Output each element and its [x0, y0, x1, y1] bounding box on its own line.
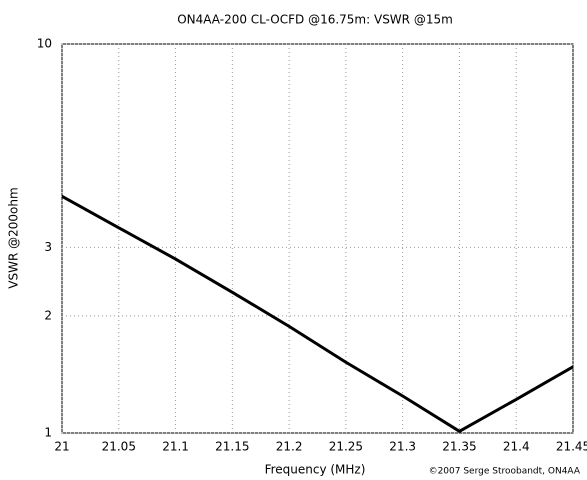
data-line	[61, 194, 574, 433]
x-axis-label: Frequency (MHz)	[265, 463, 366, 477]
x-tick-label: 21	[54, 440, 69, 454]
y-tick-label: 3	[44, 240, 52, 254]
x-tick-label: 21.1	[162, 440, 189, 454]
x-tick-label: 21.3	[389, 440, 416, 454]
y-tick-label: 1	[44, 426, 52, 440]
x-tick-label: 21.35	[442, 440, 476, 454]
plot-frame	[61, 43, 574, 434]
y-tick-label: 2	[44, 308, 52, 322]
chart-title: ON4AA-200 CL-OCFD @16.75m: VSWR @15m	[177, 13, 453, 27]
credit: ©2007 Serge Stroobandt, ON4AA	[429, 467, 581, 477]
y-tick-label: 10	[37, 37, 52, 51]
x-tick-label: 21.45	[556, 440, 587, 454]
x-tick-label: 21.2	[276, 440, 303, 454]
x-tick-label: 21.05	[102, 440, 136, 454]
x-tick-label: 21.15	[215, 440, 249, 454]
x-tick-label: 21.25	[329, 440, 363, 454]
y-axis-label: VSWR @200ohm	[7, 187, 21, 288]
x-tick-label: 21.4	[503, 440, 530, 454]
